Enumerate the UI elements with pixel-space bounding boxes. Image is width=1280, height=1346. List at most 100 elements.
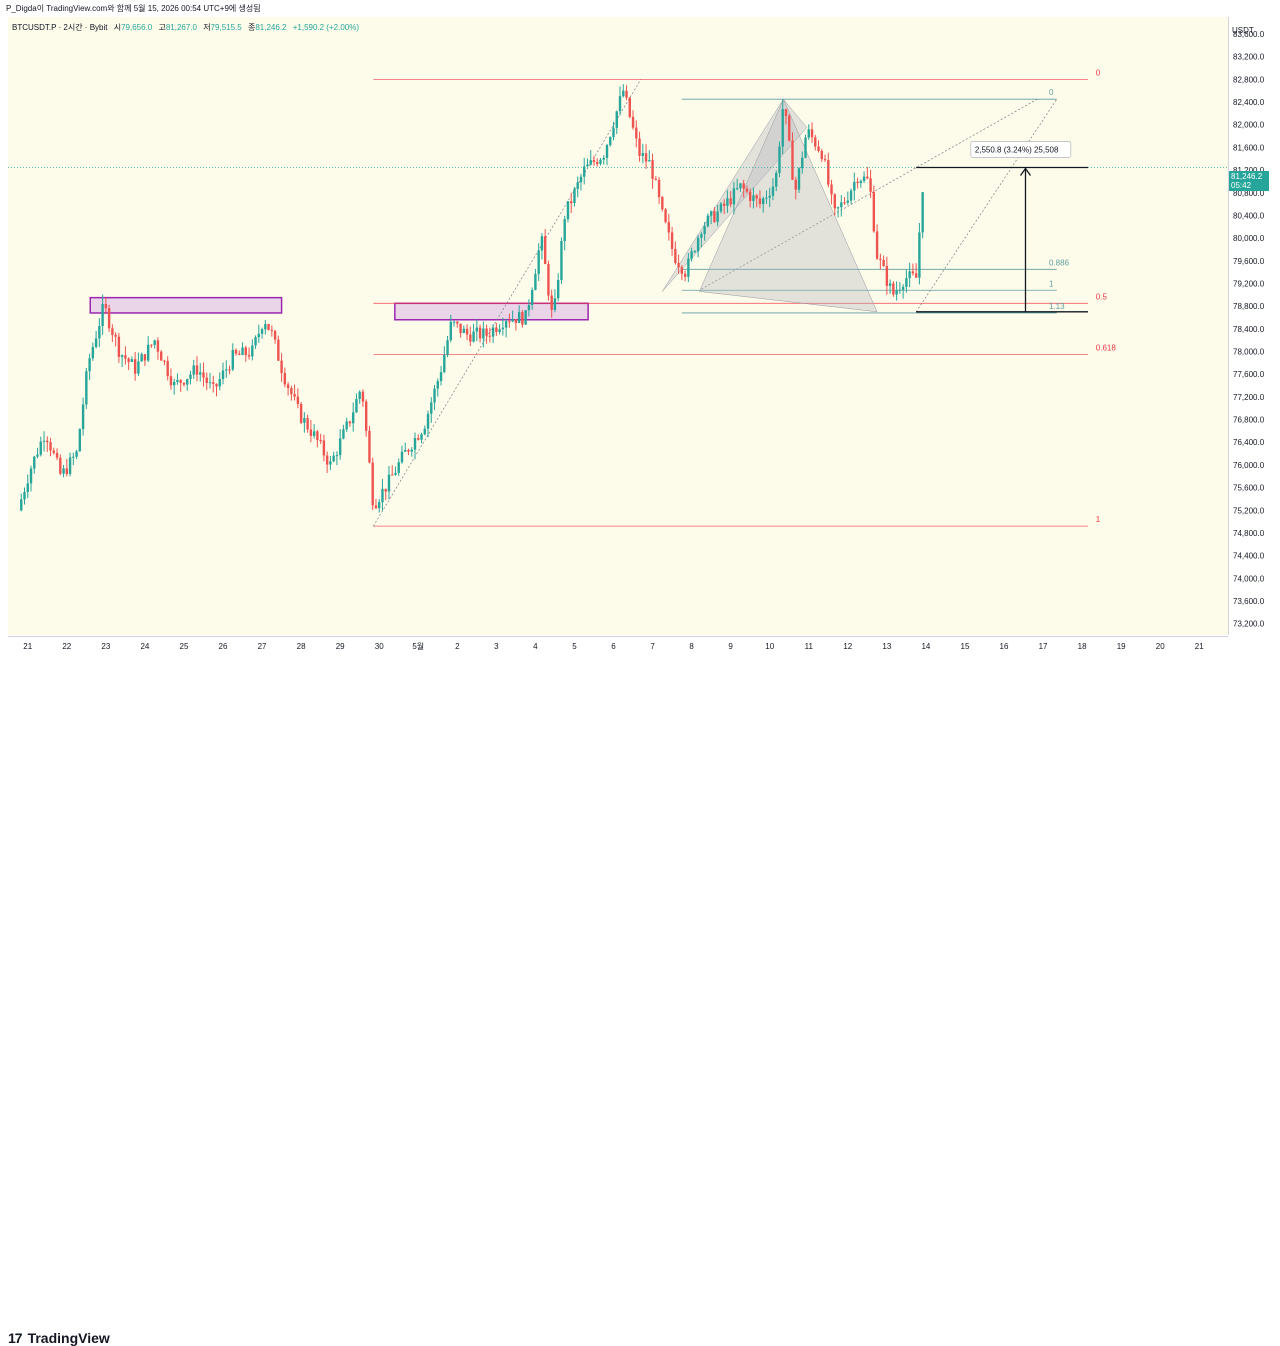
candle-body	[260, 329, 264, 334]
candle-body	[729, 198, 732, 205]
candle-body	[400, 451, 404, 463]
candle-body	[264, 324, 267, 330]
high-label: 고	[158, 23, 166, 32]
time-tick-label: 26	[219, 642, 228, 651]
candle-body	[316, 431, 319, 441]
candle-body	[384, 488, 387, 492]
candle-body	[381, 488, 384, 503]
fib-extension-label: 0.886	[1049, 258, 1070, 267]
candle-body	[648, 160, 651, 162]
candle-body	[602, 157, 605, 160]
candle-body	[674, 248, 677, 263]
price-tick-label: 75,600.0	[1233, 484, 1265, 493]
candle-body	[465, 328, 469, 335]
symbol-label[interactable]: BTCUSDT.P · 2시간 · Bybit	[12, 23, 108, 32]
candle-body	[540, 236, 544, 251]
time-tick-label: 9	[728, 642, 733, 651]
candle-body	[153, 340, 156, 345]
candle-body	[205, 377, 208, 383]
candle-body	[784, 109, 788, 116]
candle-body	[176, 379, 179, 383]
fib-retracement-label: 0	[1096, 68, 1101, 77]
price-axis[interactable]: 73,200.0 73,600.0 74,000.0 74,400.0 74,800.0…	[1228, 17, 1273, 635]
time-tick-label: 12	[843, 642, 852, 651]
candle-body	[830, 184, 833, 195]
time-tick-label: 4	[533, 642, 538, 651]
candle-body	[700, 234, 703, 238]
candle-body	[283, 373, 287, 385]
time-tick-label: 15	[961, 642, 970, 651]
time-axis[interactable]: 21 22 23 24 25 26 27 28 29 30 5월 2 3 4 5 6 7 8 9 10 11 12 13 14…	[8, 636, 1241, 655]
candle-body	[856, 181, 859, 184]
candle-body	[573, 188, 576, 204]
time-tick-label: 10	[765, 642, 774, 651]
candle-body	[186, 378, 189, 385]
price-tick-label: 77,600.0	[1233, 370, 1265, 379]
candle-body	[514, 319, 518, 323]
time-tick-label: 8	[689, 642, 694, 651]
price-tick-label: 78,800.0	[1233, 302, 1265, 311]
candle-body	[49, 442, 52, 451]
time-tick-label: 21	[1195, 642, 1204, 651]
candle-body	[107, 308, 111, 329]
candle-body	[768, 195, 771, 198]
candle-body	[173, 382, 176, 386]
candle-body	[583, 166, 586, 177]
candle-body	[137, 361, 140, 374]
candle-body	[553, 298, 557, 310]
candle-body	[888, 283, 892, 286]
candle-body	[332, 455, 335, 462]
tradingview-logo[interactable]: 17 TradingView	[8, 1330, 110, 1346]
candle-body	[628, 97, 631, 117]
time-tick-label: 28	[297, 642, 306, 651]
header-bar: P_Digda이 TradingView.com와 함께 5월 15, 2026…	[0, 0, 1280, 16]
time-tick-label: 25	[180, 642, 189, 651]
candle-body	[231, 349, 234, 370]
currency-unit[interactable]: USDT	[1232, 26, 1254, 35]
time-tick-label: 21	[23, 642, 32, 651]
candle-body	[33, 456, 36, 469]
candle-body	[543, 236, 547, 265]
time-axis-ticks: 21 22 23 24 25 26 27 28 29 30 5월 2 3 4 5 6 7 8 9 10 11 12 13 14…	[23, 641, 1241, 651]
tradingview-logo-icon: 17	[8, 1330, 23, 1346]
candle-body	[739, 183, 742, 189]
supply-zone-1	[394, 302, 589, 321]
low-label: 저	[203, 23, 211, 32]
candle-body	[101, 303, 104, 327]
open-value: 79,656.0	[121, 23, 153, 32]
candle-body	[420, 434, 423, 440]
candle-body	[254, 337, 257, 346]
time-tick-label: 17	[1039, 642, 1048, 651]
candle-body	[804, 137, 807, 158]
candle-body	[820, 150, 823, 160]
candle-body	[501, 327, 505, 330]
chart-canvas[interactable]: 0 0.5 0.618 1 0 0.886 1 1.13 2,550.8 (3.24%) 25,…	[8, 17, 1228, 635]
candle-body	[42, 440, 46, 442]
candlestick-chart[interactable]: 0 0.5 0.618 1 0 0.886 1 1.13 2,550.8 (3.24%) 25,…	[8, 17, 1228, 635]
candle-body	[443, 354, 446, 373]
candle-body	[478, 327, 482, 339]
candle-body	[840, 202, 843, 208]
candle-body	[491, 327, 495, 337]
candle-body	[879, 258, 882, 260]
candle-body	[234, 349, 238, 354]
candle-body	[843, 202, 846, 204]
candle-body	[241, 347, 244, 355]
price-axis-ticks: 73,200.0 73,600.0 74,000.0 74,400.0 74,800.0…	[1233, 30, 1265, 629]
supply-zone-0	[89, 296, 283, 314]
candle-body	[495, 327, 498, 333]
candle-body	[641, 153, 644, 156]
candle-body	[433, 388, 436, 403]
candle-body	[719, 203, 723, 212]
candle-body	[394, 472, 397, 475]
candle-body	[299, 403, 303, 423]
price-tick-label: 74,400.0	[1233, 552, 1265, 561]
candle-body	[748, 191, 752, 201]
candle-body	[775, 173, 778, 187]
candle-body	[413, 437, 417, 450]
candle-body	[75, 451, 78, 457]
price-tick-label: 73,200.0	[1233, 620, 1265, 629]
candle-body	[439, 372, 443, 382]
candle-body	[921, 192, 924, 233]
candle-body	[140, 354, 143, 362]
